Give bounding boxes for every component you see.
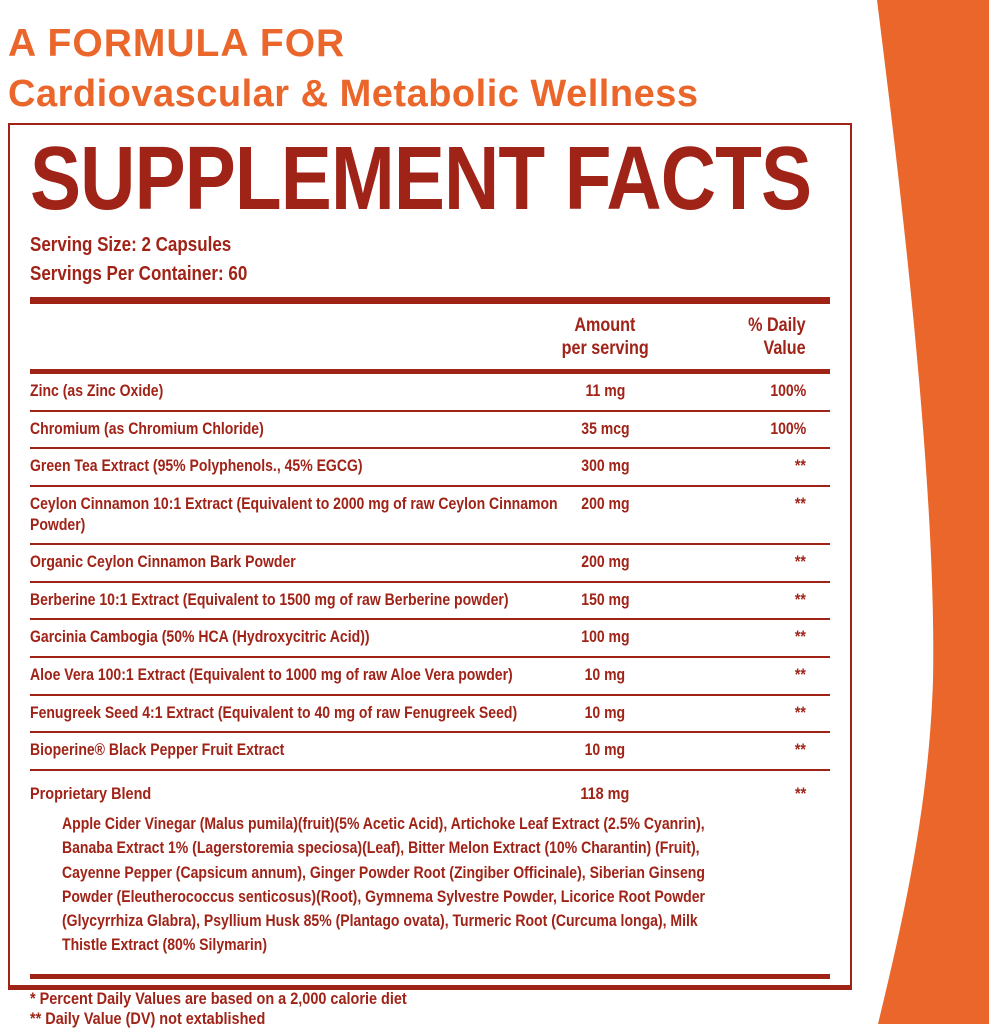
row-amount: 10 mg (584, 666, 626, 684)
supplement-facts-panel: SUPPLEMENT FACTS Serving Size: 2 Capsule… (8, 123, 852, 1028)
table-row: Chromium (as Chromium Chloride) 35 mcg 1… (30, 412, 830, 450)
row-name: Organic Ceylon Cinnamon Bark Powder (30, 553, 296, 572)
table-header-row: Amount per serving % Daily Value (30, 304, 830, 370)
row-name: Proprietary Blend (30, 783, 152, 803)
row-daily-value: ** (795, 457, 806, 476)
table-row: Green Tea Extract (95% Polyphenols., 45%… (30, 449, 830, 487)
row-daily-value: ** (795, 553, 806, 572)
page-header: A FORMULA FOR Cardiovascular & Metabolic… (0, 0, 989, 113)
row-name: Bioperine® Black Pepper Fruit Extract (30, 741, 285, 760)
header-title: Cardiovascular & Metabolic Wellness (8, 73, 699, 115)
row-amount: 150 mg (580, 590, 630, 609)
row-amount: 35 mcg (580, 419, 630, 438)
footnote-daily-values: * Percent Daily Values are based on a 2,… (30, 988, 407, 1008)
row-daily-value: ** (795, 741, 806, 760)
table-row: Zinc (as Zinc Oxide) 11 mg 100% (30, 374, 830, 412)
row-amount: 11 mg (585, 382, 625, 400)
proprietary-blend-section: Proprietary Blend 118 mg ** Apple Cider … (30, 783, 830, 958)
row-amount: 200 mg (580, 494, 630, 513)
table-row: Aloe Vera 100:1 Extract (Equivalent to 1… (30, 658, 830, 696)
row-amount: 10 mg (584, 741, 626, 760)
table-row: Garcinia Cambogia (50% HCA (Hydroxycitri… (30, 620, 830, 658)
footnote-dv-not-established: ** Daily Value (DV) not extablished (30, 1009, 266, 1029)
divider-thick (30, 296, 830, 304)
row-name: Chromium (as Chromium Chloride) (30, 419, 264, 438)
row-amount: 300 mg (580, 457, 630, 476)
row-amount: 118 mg (580, 783, 630, 803)
row-daily-value: ** (795, 703, 806, 722)
table-row: Ceylon Cinnamon 10:1 Extract (Equivalent… (30, 487, 830, 546)
table-row: Berberine 10:1 Extract (Equivalent to 15… (30, 583, 830, 621)
row-amount: 10 mg (584, 703, 626, 722)
divider-medium (30, 369, 830, 374)
row-daily-value: ** (795, 590, 806, 609)
column-header-daily-value: % Daily Value (748, 314, 806, 360)
divider-medium (30, 973, 830, 979)
row-name: Fenugreek Seed 4:1 Extract (Equivalent t… (30, 703, 518, 722)
row-daily-value: ** (794, 783, 806, 803)
row-daily-value: ** (795, 494, 806, 513)
row-name: Ceylon Cinnamon 10:1 Extract (Equivalent… (30, 494, 558, 534)
row-name: Berberine 10:1 Extract (Equivalent to 15… (30, 590, 509, 609)
row-daily-value: ** (795, 628, 806, 647)
table-row: Fenugreek Seed 4:1 Extract (Equivalent t… (30, 696, 830, 734)
row-name: Zinc (as Zinc Oxide) (30, 382, 164, 400)
proprietary-blend-description: Apple Cider Vinegar (Malus pumila)(fruit… (62, 815, 705, 955)
header-kicker: A FORMULA FOR (8, 22, 346, 65)
row-name: Aloe Vera 100:1 Extract (Equivalent to 1… (30, 666, 513, 684)
row-amount: 100 mg (580, 628, 630, 647)
panel-title: SUPPLEMENT FACTS (30, 129, 812, 229)
table-row: Organic Ceylon Cinnamon Bark Powder 200 … (30, 545, 830, 583)
table-row: Bioperine® Black Pepper Fruit Extract 10… (30, 733, 830, 771)
row-daily-value: ** (795, 666, 806, 684)
row-name: Garcinia Cambogia (50% HCA (Hydroxycitri… (30, 628, 370, 647)
row-daily-value: 100% (770, 419, 806, 438)
row-name: Green Tea Extract (95% Polyphenols., 45%… (30, 457, 363, 476)
row-amount: 200 mg (580, 553, 630, 572)
servings-per-container: Servings Per Container: 60 (30, 262, 248, 285)
column-header-amount: Amount per serving (561, 314, 649, 360)
serving-size: Serving Size: 2 Capsules (30, 233, 232, 256)
proprietary-blend-row: Proprietary Blend 118 mg ** (30, 783, 830, 804)
row-daily-value: 100% (770, 382, 806, 400)
serving-info: Serving Size: 2 Capsules Servings Per Co… (30, 231, 830, 289)
